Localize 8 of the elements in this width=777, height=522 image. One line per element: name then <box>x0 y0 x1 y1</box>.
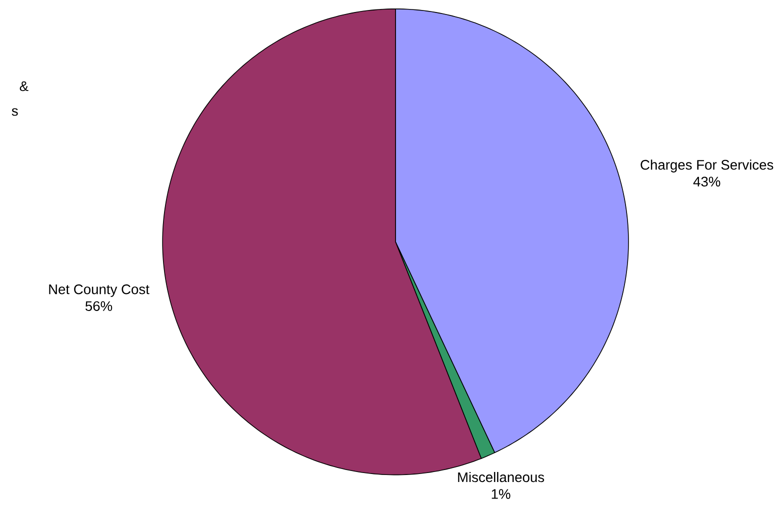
slice-label: Charges For Services <box>640 159 774 172</box>
data-label: 1% <box>492 488 510 499</box>
slice-label: Net County Cost <box>49 284 150 297</box>
slice-label: Miscellaneous <box>458 472 544 482</box>
text: & <box>20 81 28 91</box>
data-label: 56% <box>85 300 112 311</box>
data-label: 43% <box>693 176 720 186</box>
text: s <box>12 108 18 116</box>
